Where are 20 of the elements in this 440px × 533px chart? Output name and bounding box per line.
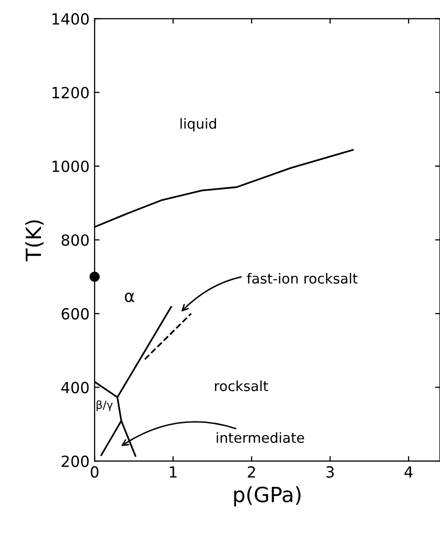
annotation: rocksalt — [215, 380, 268, 392]
x-tick-label: 0 — [90, 466, 98, 478]
annotation: intermediate — [216, 432, 304, 443]
y-tick-label: 600 — [62, 308, 89, 320]
y-tick-label: 1000 — [52, 160, 89, 172]
annotation: β/γ — [96, 400, 113, 412]
annotation: liquid — [180, 118, 216, 132]
annotation: fast-ion rocksalt — [246, 272, 358, 284]
x-tick-label: 3 — [326, 466, 334, 478]
y-tick-label: 1400 — [52, 13, 89, 25]
annotation: α — [124, 292, 134, 302]
x-tick-label: 2 — [248, 466, 255, 478]
x-axis-title: p(GPa) — [234, 486, 301, 506]
x-tick-label: 4 — [404, 466, 413, 478]
y-tick-label: 400 — [61, 382, 89, 394]
x-tick-label: 1 — [170, 466, 177, 478]
y-axis-title: T(K) — [25, 220, 44, 262]
y-tick-label: 800 — [62, 234, 89, 246]
y-tick-label: 200 — [62, 456, 89, 468]
y-tick-label: 1200 — [52, 86, 89, 98]
